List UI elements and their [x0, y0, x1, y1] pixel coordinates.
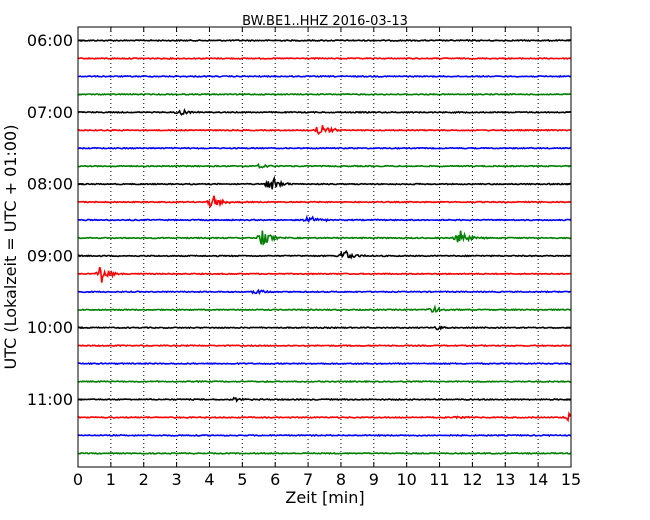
x-tick-label: 9	[369, 470, 379, 489]
y-tick-label: 11:00	[27, 390, 73, 409]
trace-1015	[77, 344, 572, 348]
x-axis: 0 1 2 3 4 5 6 7 8 9 10 11 12 13 14 15	[73, 27, 581, 489]
trace-1100	[77, 396, 572, 403]
trace-0945	[77, 304, 572, 313]
x-tick-label: 12	[462, 470, 482, 489]
x-tick-label: 5	[237, 470, 247, 489]
grid-lines	[110, 27, 539, 467]
trace-1145	[78, 451, 572, 455]
x-tick-label: 7	[303, 470, 313, 489]
trace-0930	[77, 288, 572, 296]
trace-0830	[77, 214, 572, 224]
trace-1000	[77, 325, 572, 331]
trace-0700	[77, 108, 572, 116]
x-tick-label: 2	[139, 470, 149, 489]
x-tick-label: 0	[73, 470, 83, 489]
trace-0645	[77, 92, 572, 96]
x-tick-label: 10	[396, 470, 416, 489]
x-tick-label: 15	[561, 470, 581, 489]
trace-0715	[77, 125, 572, 136]
y-tick-label: 07:00	[27, 103, 73, 122]
y-tick-label: 08:00	[27, 175, 73, 194]
trace-group	[77, 39, 572, 455]
trace-1030	[77, 362, 572, 366]
y-tick-label: 10:00	[27, 318, 73, 337]
trace-0745	[77, 162, 572, 169]
trace-0600	[77, 39, 572, 42]
trace-1115	[77, 410, 572, 423]
x-tick-label: 11	[429, 470, 449, 489]
trace-0630	[78, 74, 572, 78]
y-axis-label: UTC (Lokalzeit = UTC + 01:00)	[1, 125, 20, 370]
plot-frame	[77, 26, 572, 468]
trace-0730	[77, 146, 572, 150]
trace-0915	[77, 266, 572, 283]
x-tick-label: 4	[204, 470, 214, 489]
trace-1130	[77, 433, 572, 438]
x-tick-label: 3	[172, 470, 182, 489]
chart-title: BW.BE1..HHZ 2016-03-13	[242, 14, 408, 29]
x-tick-label: 6	[270, 470, 280, 489]
trace-0845	[78, 230, 572, 246]
trace-1045	[77, 380, 572, 384]
trace-0615	[77, 56, 572, 61]
trace-0900	[77, 249, 572, 260]
x-tick-label: 8	[336, 470, 346, 489]
trace-0815	[77, 195, 572, 209]
x-tick-label: 14	[528, 470, 548, 489]
x-tick-label: 1	[106, 470, 116, 489]
x-axis-label: Zeit [min]	[285, 488, 364, 507]
y-tick-label: 06:00	[27, 31, 73, 50]
x-tick-label: 13	[495, 470, 515, 489]
trace-0800	[77, 175, 572, 190]
y-axis: 06:00 07:00 08:00 09:00 10:00 11:00	[27, 31, 571, 409]
y-tick-label: 09:00	[27, 246, 73, 265]
